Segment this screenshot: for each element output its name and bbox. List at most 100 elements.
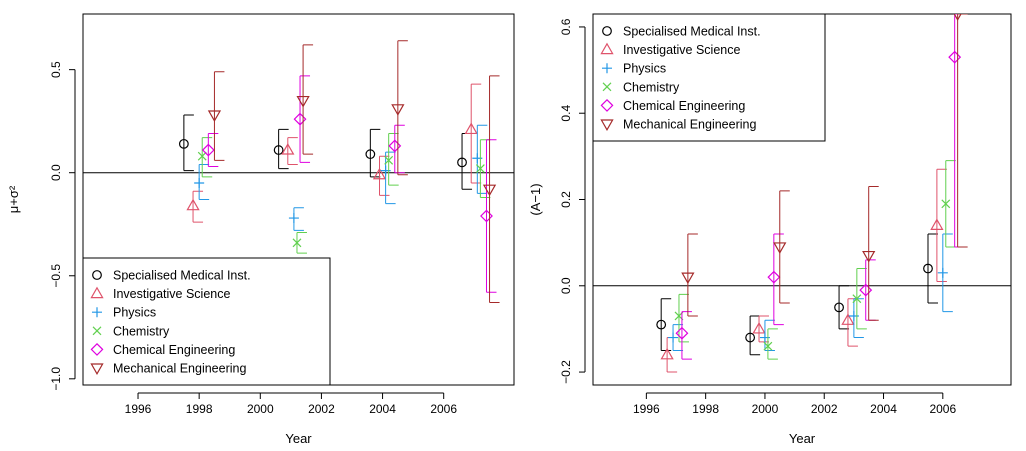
error-bar — [485, 139, 497, 293]
data-point — [656, 319, 667, 330]
data-point — [773, 242, 787, 254]
error-bar — [957, 14, 968, 248]
y-tick-label: 0.0 — [49, 164, 63, 181]
data-point — [197, 151, 207, 161]
legend-label: Chemistry — [113, 324, 170, 338]
left-panel: 1996 1998 2000 2002 2004 2006 −1.0 −0.5 0.0 0.5 Ye… — [6, 13, 515, 446]
y-tick-label: 0.5 — [49, 61, 63, 78]
error-bar — [666, 337, 678, 373]
legend-label: Chemical Engineering — [623, 99, 745, 113]
data-point — [186, 198, 200, 211]
data-point — [668, 332, 679, 343]
data-point — [953, 14, 962, 22]
y-tick-label: 0.6 — [559, 18, 573, 35]
right-panel: 1996 1998 2000 2002 2004 2006 −0.2 0.0 0.2 0.4 0.6… — [528, 13, 1012, 446]
error-bar — [838, 285, 850, 330]
error-bar — [299, 75, 311, 163]
legend-label: Chemical Engineering — [113, 343, 235, 357]
error-bar — [489, 75, 500, 304]
legend-marker — [600, 119, 614, 132]
data-point — [372, 167, 387, 180]
data-point — [391, 104, 405, 116]
data-point — [384, 155, 394, 165]
x-tick-label: 2004 — [870, 402, 897, 416]
error-bar — [853, 298, 864, 339]
legend-box — [82, 257, 331, 386]
y-tick-label: 0.4 — [559, 105, 573, 122]
data-point — [675, 326, 689, 340]
legend-label: Specialised Medical Inst. — [113, 269, 251, 283]
data-point — [763, 341, 773, 351]
data-point — [480, 209, 493, 223]
x-tick-label: 2000 — [752, 402, 779, 416]
x-tick-label: 2004 — [369, 402, 396, 416]
data-point — [296, 95, 310, 108]
y-tick-label: 0.0 — [559, 277, 573, 294]
error-bar — [385, 151, 396, 205]
series-chemical-engineering — [201, 75, 497, 293]
x-tick-label: 2002 — [308, 402, 335, 416]
data-point — [207, 110, 222, 123]
y-axis-title: μ+σ² — [6, 185, 21, 213]
data-point — [941, 199, 951, 209]
legend-marker — [602, 63, 612, 74]
error-bar — [293, 207, 304, 231]
legend-label: Physics — [113, 306, 156, 320]
data-point — [767, 270, 781, 284]
data-point — [859, 283, 873, 297]
data-point — [660, 347, 674, 360]
legend-label: Mechanical Engineering — [623, 118, 756, 132]
legend-label: Chemistry — [623, 80, 680, 94]
error-bar — [198, 163, 210, 200]
data-point — [273, 145, 284, 155]
data-point — [281, 143, 295, 155]
series-investigative-science — [186, 83, 482, 223]
error-bar — [773, 233, 784, 326]
data-point — [948, 50, 962, 64]
x-tick-label: 1996 — [125, 402, 152, 416]
data-point — [745, 332, 756, 343]
series-investigative-science — [660, 168, 947, 373]
y-tick-label: 0.2 — [559, 191, 573, 208]
legend: Specialised Medical Inst. Investigative S… — [592, 13, 826, 142]
legend-marker — [90, 363, 104, 376]
series-mechanical-engineering — [681, 14, 968, 321]
data-point — [852, 294, 862, 304]
series-specialised-medical-inst — [178, 114, 473, 190]
data-point — [194, 178, 205, 189]
error-bar — [388, 133, 399, 186]
error-bar — [681, 311, 692, 360]
legend-marker — [90, 286, 104, 299]
series-mechanical-engineering — [207, 40, 500, 304]
legend-marker — [600, 42, 614, 55]
error-bar — [296, 231, 307, 254]
legend-label: Investigative Science — [113, 287, 230, 301]
error-bar — [278, 128, 289, 170]
error-bar — [213, 71, 225, 161]
data-point — [178, 138, 189, 149]
error-bar — [287, 137, 298, 165]
legend-marker — [90, 342, 104, 356]
legend-marker — [92, 326, 102, 336]
y-tick-label: −1.0 — [49, 367, 63, 391]
x-tick-label: 2006 — [929, 402, 956, 416]
x-tick-label: 1998 — [692, 402, 719, 416]
data-point — [752, 321, 766, 334]
series-physics — [194, 124, 488, 231]
legend-marker — [92, 270, 102, 280]
legend-label: Specialised Medical Inst. — [623, 25, 761, 39]
data-point — [759, 332, 770, 343]
x-axis-title: Year — [285, 431, 312, 446]
error-bar — [749, 315, 761, 356]
data-point — [482, 184, 497, 197]
data-point — [365, 149, 376, 160]
data-point — [201, 143, 215, 157]
series-chemistry — [674, 160, 956, 360]
legend-label: Investigative Science — [623, 43, 740, 57]
data-point — [292, 238, 302, 248]
series-chemistry — [197, 133, 491, 254]
error-bar — [192, 190, 204, 223]
series-specialised-medical-inst — [656, 233, 938, 356]
data-point — [923, 263, 933, 274]
error-bar — [779, 190, 790, 304]
